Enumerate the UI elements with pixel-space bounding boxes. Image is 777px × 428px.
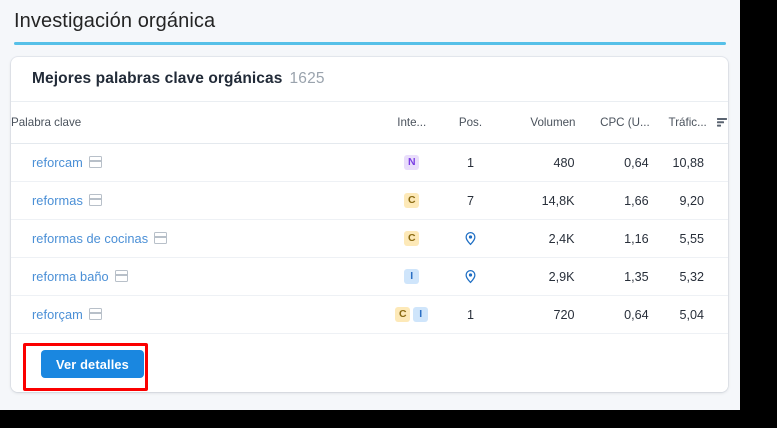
serp-features-icon[interactable]: [154, 231, 168, 244]
keyword-link[interactable]: reformas de cocinas: [32, 231, 149, 247]
cell-position: 7: [441, 181, 500, 220]
cell-cpc: 0,64: [575, 143, 650, 182]
table-header: Palabra clave Inte... Pos. Volumen CPC (…: [11, 101, 728, 144]
table-row: reforma baño I 2,9K 1,35 5,32: [11, 257, 728, 296]
view-details-button[interactable]: Ver detalles: [41, 350, 144, 378]
column-header-traffic[interactable]: Tráfic...: [649, 101, 728, 144]
column-header-position[interactable]: Pos.: [441, 101, 500, 144]
cell-traffic: 10,88: [649, 143, 728, 182]
table-row: reforçam C I 1 720 0,64 5,04: [11, 295, 728, 334]
intent-badge-i[interactable]: I: [404, 269, 420, 285]
cell-volume: 720: [499, 295, 576, 334]
column-header-intent[interactable]: Inte...: [381, 101, 442, 144]
position-value: 1: [466, 155, 474, 170]
sort-descending-icon[interactable]: [716, 117, 728, 130]
card-heading: Mejores palabras clave orgánicas: [32, 70, 283, 87]
page-title: Investigación orgánica: [14, 10, 216, 32]
serp-features-icon[interactable]: [114, 269, 128, 282]
cell-traffic: 5,04: [649, 295, 728, 334]
table-body: reforcam N 1 480 0,64 10,88 reformas C 7 14,8K 1,6…: [11, 143, 728, 334]
intent-badge-n[interactable]: N: [404, 155, 420, 171]
cell-cpc: 1,16: [575, 219, 650, 258]
table-row: reformas de cocinas C 2,4K 1,16 5,55: [11, 219, 728, 258]
column-header-keyword[interactable]: Palabra clave: [11, 101, 382, 144]
cell-keyword: reforma baño: [11, 257, 382, 296]
cell-traffic: 9,20: [649, 181, 728, 220]
title-underline-rule: [14, 42, 726, 45]
card-header: Mejores palabras clave orgánicas 1625: [11, 57, 728, 101]
cell-traffic: 5,55: [649, 219, 728, 258]
cell-keyword: reforçam: [11, 295, 382, 334]
cell-keyword: reformas de cocinas: [11, 219, 382, 258]
location-pin-icon: [463, 269, 478, 284]
cell-position: 1: [441, 295, 500, 334]
cell-position: 1: [441, 143, 500, 182]
table-header-row: Palabra clave Inte... Pos. Volumen CPC (…: [11, 101, 728, 144]
cell-position: [441, 257, 500, 296]
serp-features-icon[interactable]: [88, 307, 102, 320]
cell-keyword: reforcam: [11, 143, 382, 182]
position-value: 7: [466, 193, 474, 208]
cell-position: [441, 219, 500, 258]
location-pin-icon: [463, 231, 478, 246]
keyword-link[interactable]: reforcam: [32, 155, 83, 171]
cell-volume: 2,9K: [499, 257, 576, 296]
table-row: reforcam N 1 480 0,64 10,88: [11, 143, 728, 182]
cell-traffic: 5,32: [649, 257, 728, 296]
card-keyword-count: 1625: [289, 70, 325, 87]
column-header-traffic-label: Tráfic...: [668, 115, 707, 129]
cell-intent: C: [381, 219, 442, 258]
table-row: reformas C 7 14,8K 1,66 9,20: [11, 181, 728, 220]
cell-volume: 2,4K: [499, 219, 576, 258]
keyword-link[interactable]: reforma baño: [32, 269, 109, 285]
cell-volume: 480: [499, 143, 576, 182]
keyword-link[interactable]: reforçam: [32, 307, 83, 323]
cell-intent: I: [381, 257, 442, 296]
cell-volume: 14,8K: [499, 181, 576, 220]
intent-badge-c[interactable]: C: [404, 193, 420, 209]
card-footer: Ver detalles: [11, 339, 728, 392]
column-header-cpc[interactable]: CPC (U...: [575, 101, 650, 144]
cell-cpc: 1,35: [575, 257, 650, 296]
intent-badge-c[interactable]: C: [395, 307, 411, 323]
column-header-volume[interactable]: Volumen: [499, 101, 576, 144]
cell-intent: N: [381, 143, 442, 182]
serp-features-icon[interactable]: [88, 155, 102, 168]
cell-cpc: 1,66: [575, 181, 650, 220]
cell-cpc: 0,64: [575, 295, 650, 334]
organic-keywords-card: Mejores palabras clave orgánicas 1625 Pa…: [11, 57, 728, 392]
intent-badge-c[interactable]: C: [404, 231, 420, 247]
keyword-link[interactable]: reformas: [32, 193, 83, 209]
position-value: 1: [466, 307, 474, 322]
serp-features-icon[interactable]: [88, 193, 102, 206]
cell-intent: C: [381, 181, 442, 220]
cell-keyword: reformas: [11, 181, 382, 220]
keywords-table: Palabra clave Inte... Pos. Volumen CPC (…: [11, 101, 728, 334]
intent-badge-i[interactable]: I: [413, 307, 429, 323]
